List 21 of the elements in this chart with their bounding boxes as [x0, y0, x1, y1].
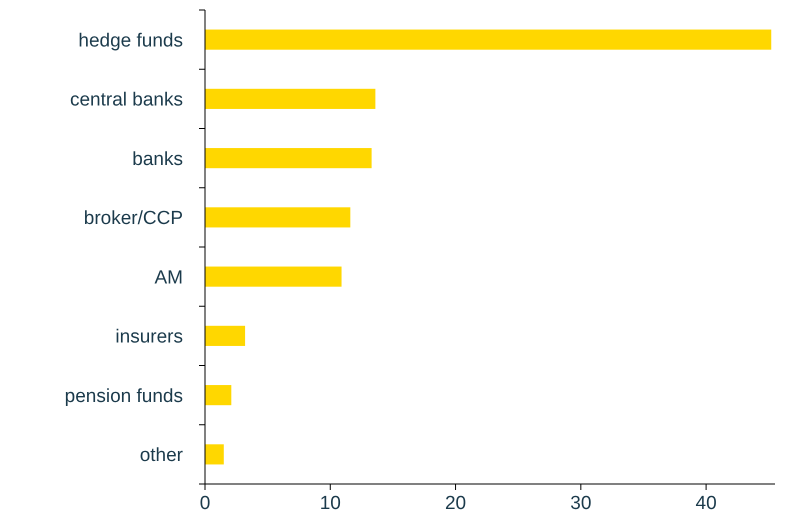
- x-tick-label: 10: [320, 493, 341, 514]
- bar: [205, 88, 376, 109]
- y-tick-label: other: [140, 445, 184, 466]
- y-tick-label: AM: [154, 267, 183, 288]
- y-tick-label: central banks: [70, 90, 183, 111]
- x-tick-label: 30: [570, 493, 592, 514]
- y-tick-label: banks: [132, 148, 183, 170]
- bar: [205, 266, 342, 287]
- bar: [205, 326, 246, 346]
- bar: [205, 444, 224, 464]
- x-tick-label: 20: [444, 493, 466, 514]
- x-tick-label: 40: [696, 493, 717, 514]
- bar: [205, 385, 232, 406]
- y-tick-label: insurers: [115, 326, 183, 348]
- bar: [205, 207, 350, 228]
- y-tick-label: broker/CCP: [84, 208, 183, 230]
- y-tick-label: hedge funds: [78, 30, 183, 52]
- bar: [205, 30, 772, 50]
- y-tick-label: pension funds: [64, 386, 183, 407]
- x-tick-label: 0: [200, 493, 210, 514]
- bar: [205, 148, 372, 168]
